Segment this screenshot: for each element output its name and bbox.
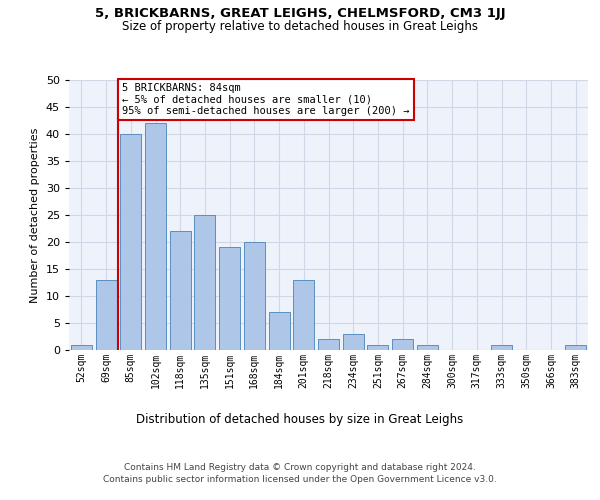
Bar <box>219 248 240 350</box>
Text: Contains HM Land Registry data © Crown copyright and database right 2024.: Contains HM Land Registry data © Crown c… <box>124 462 476 471</box>
Y-axis label: Number of detached properties: Number of detached properties <box>30 128 40 302</box>
Text: Size of property relative to detached houses in Great Leighs: Size of property relative to detached ho… <box>122 20 478 33</box>
Bar <box>95 280 116 350</box>
Bar <box>145 123 166 350</box>
Bar <box>392 339 413 350</box>
Bar <box>120 134 141 350</box>
Bar <box>293 280 314 350</box>
Bar <box>244 242 265 350</box>
Bar <box>269 312 290 350</box>
Text: 5, BRICKBARNS, GREAT LEIGHS, CHELMSFORD, CM3 1JJ: 5, BRICKBARNS, GREAT LEIGHS, CHELMSFORD,… <box>95 8 505 20</box>
Bar <box>565 344 586 350</box>
Bar <box>417 344 438 350</box>
Bar <box>343 334 364 350</box>
Bar <box>491 344 512 350</box>
Bar <box>71 344 92 350</box>
Text: Contains public sector information licensed under the Open Government Licence v3: Contains public sector information licen… <box>103 475 497 484</box>
Bar <box>318 339 339 350</box>
Bar <box>170 231 191 350</box>
Bar <box>367 344 388 350</box>
Bar <box>194 215 215 350</box>
Text: Distribution of detached houses by size in Great Leighs: Distribution of detached houses by size … <box>136 412 464 426</box>
Text: 5 BRICKBARNS: 84sqm
← 5% of detached houses are smaller (10)
95% of semi-detache: 5 BRICKBARNS: 84sqm ← 5% of detached hou… <box>122 82 410 116</box>
